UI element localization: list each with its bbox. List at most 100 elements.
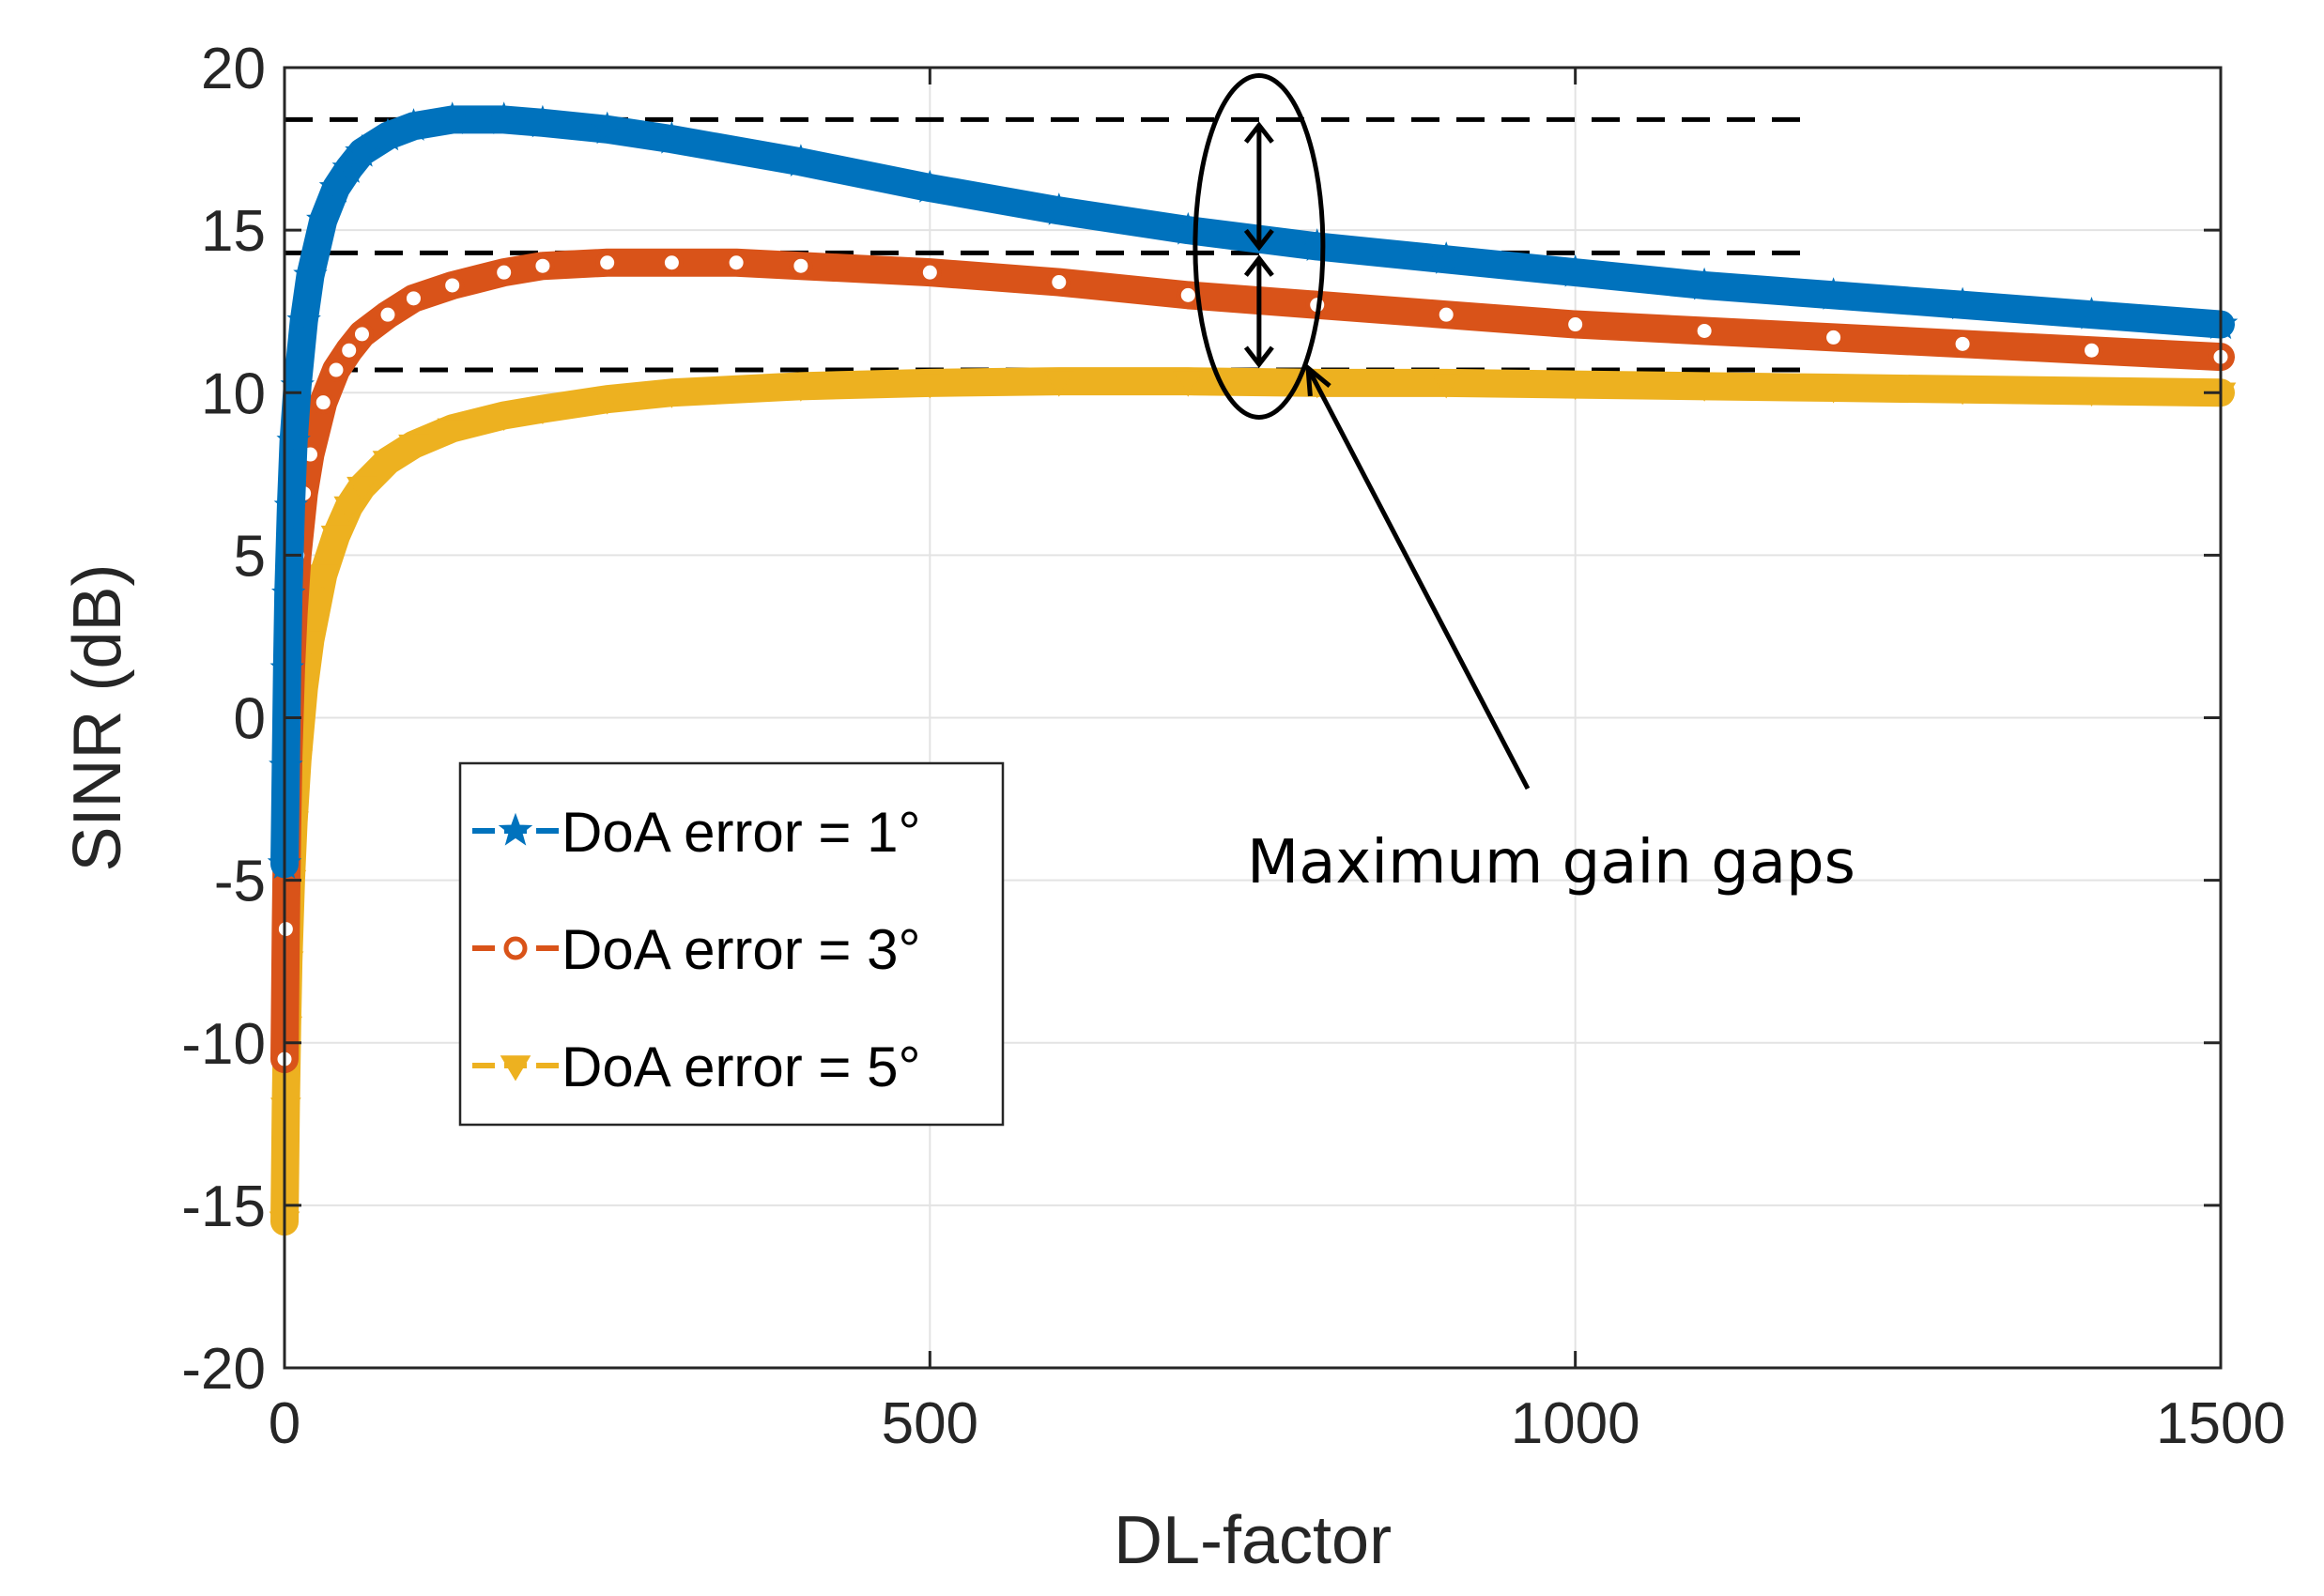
data-point (1434, 302, 1458, 327)
gap-arrow-head-up (1243, 254, 1274, 277)
annotation: Maximum gain gaps (1193, 72, 1855, 898)
data-point (1172, 371, 1204, 397)
data-point (492, 260, 516, 284)
y-tick-label: 10 (201, 361, 266, 426)
data-point (401, 286, 425, 311)
data-point (488, 405, 520, 431)
data-point (345, 133, 379, 167)
data-point (592, 389, 623, 415)
data-point (1176, 283, 1200, 307)
y-ticks: -20 -15 -10 -5 0 5 10 15 20 (181, 37, 2221, 1402)
data-point (270, 575, 306, 609)
data-point (269, 651, 304, 684)
data-point (659, 251, 684, 275)
data-point (1950, 331, 1975, 356)
legend-label: DoA error = 3° (562, 918, 921, 981)
data-point (783, 144, 819, 176)
y-tick-label: -5 (214, 850, 266, 914)
data-point (654, 121, 689, 154)
data-point (1818, 377, 1849, 404)
data-point (318, 169, 354, 203)
y-tick-label: -20 (181, 1337, 266, 1402)
data-point (1816, 277, 1851, 310)
data-point (346, 476, 377, 503)
data-point (1043, 371, 1075, 397)
data-point (913, 169, 947, 203)
data-point (1428, 241, 1464, 274)
y-tick-label: -10 (181, 1012, 266, 1077)
data-point (2076, 380, 2107, 407)
data-point (273, 488, 309, 521)
y-tick-label: 5 (234, 524, 266, 589)
data-point (789, 253, 813, 278)
data-point (276, 423, 311, 456)
data-point (320, 525, 352, 552)
annotation-ellipse (1193, 72, 1326, 420)
gap-arrow (1243, 254, 1274, 369)
data-point (370, 117, 406, 151)
data-point (1558, 253, 1593, 287)
data-point (435, 101, 469, 134)
reference-lines (285, 116, 1808, 373)
gap-arrow-head-down (1243, 345, 1274, 369)
data-point (440, 273, 465, 298)
gap-arrow-head-down (1243, 228, 1274, 252)
data-point (1563, 313, 1588, 337)
data-point (311, 391, 335, 415)
data-point (531, 253, 555, 278)
data-point (2074, 297, 2109, 330)
data-point (486, 101, 521, 134)
data-point (1945, 286, 1980, 320)
data-point (396, 108, 431, 141)
x-axis-label: DL-factor (1114, 1503, 1392, 1578)
data-point (917, 260, 942, 284)
y-tick-label: 15 (201, 199, 266, 264)
legend: DoA error = 1° DoA error = 3° DoA error = … (458, 761, 1005, 1127)
legend-label: DoA error = 1° (562, 801, 921, 864)
data-point (437, 418, 469, 444)
data-point (2080, 338, 2104, 362)
annotation-pointer-head (1305, 362, 1331, 397)
data-point (1947, 379, 1978, 406)
series-1 (267, 101, 2239, 879)
data-point (1688, 376, 1720, 402)
data-point (1300, 228, 1334, 261)
data-point (398, 434, 429, 461)
data-point (1560, 374, 1591, 401)
data-point (595, 251, 620, 275)
x-tick-label: 0 (269, 1391, 300, 1456)
x-tick-label: 1500 (2156, 1391, 2286, 1456)
gap-arrow (1243, 121, 1274, 252)
y-axis-label: SINR (dB) (60, 563, 135, 871)
data-point (324, 358, 348, 382)
legend-swatch-marker (498, 812, 533, 846)
data-point (372, 451, 404, 477)
y-tick-label: 0 (234, 687, 266, 752)
data-point (331, 150, 366, 183)
data-point (1822, 325, 1846, 349)
legend-entry-2: DoA error = 3° (472, 918, 921, 981)
data-point (333, 496, 365, 522)
series-line (270, 105, 2235, 879)
legend-swatch-marker (500, 1055, 531, 1082)
legend-entry-3: DoA error = 5° (472, 1036, 921, 1098)
data-point (915, 373, 946, 399)
x-ticks: 0 500 1000 1500 (269, 68, 2286, 1456)
data-point (527, 398, 559, 425)
annotation-pointer (1305, 366, 1531, 790)
legend-entry-1: DoA error = 1° (472, 801, 921, 864)
data-point (724, 251, 748, 275)
data-point (590, 111, 624, 145)
data-point (349, 322, 374, 346)
data-point (785, 376, 817, 402)
data-point (286, 302, 321, 336)
data-point (1047, 270, 1071, 295)
gap-arrow-head-up (1243, 121, 1274, 144)
data-point (525, 104, 561, 138)
data-point (1041, 192, 1077, 225)
data-point (656, 382, 687, 408)
series-layer (267, 101, 2239, 1237)
data-point (306, 202, 341, 236)
x-tick-label: 1000 (1511, 1391, 1640, 1456)
legend-swatch-marker (503, 936, 528, 960)
